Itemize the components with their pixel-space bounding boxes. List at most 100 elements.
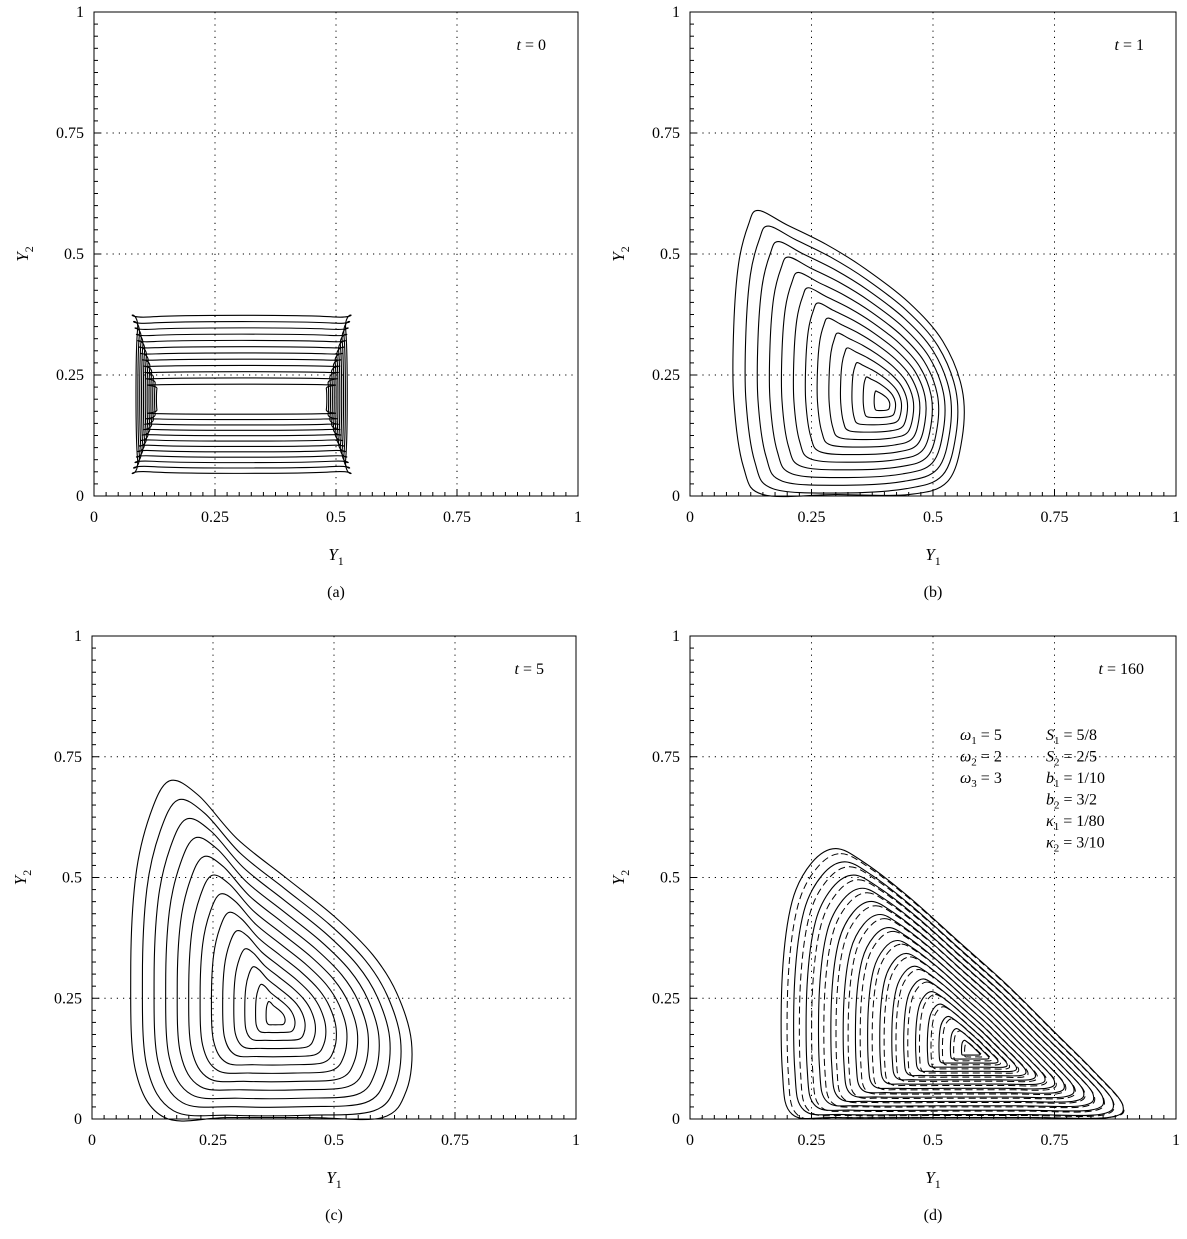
contour-line: [938, 1015, 999, 1064]
x-axis-label: Y1: [326, 1168, 341, 1191]
x-tick-label: 0.5: [923, 1132, 943, 1149]
x-tick-label: 0.5: [923, 509, 943, 526]
y-tick-label: 1: [672, 628, 680, 645]
contour-line: [133, 321, 351, 469]
contour-line: [744, 225, 959, 494]
chart-panel-a: 0 0.25 0.5 0.75 1 0 0.25 0.5 0.75 1 Y1 Y2 t = 0 (a): [13, 4, 582, 601]
plot-frame: [93, 11, 579, 497]
parameter-label: ω1 = 5: [960, 727, 1002, 747]
contour-line: [137, 339, 346, 453]
chart-panel-c: 0 0.25 0.5 0.75 1 0 0.25 0.5 0.75 1 Y1 Y2 t = 5 (c): [11, 628, 580, 1224]
y-tick-label: 1: [76, 4, 84, 21]
y-tick-label: 0: [74, 1111, 82, 1128]
y-tick-label: 1: [74, 628, 82, 645]
y-tick-label: 0.75: [652, 749, 680, 766]
x-tick-label: 0: [686, 1132, 694, 1149]
x-tick-label: 0.25: [199, 1132, 227, 1149]
y-tick-label: 0: [672, 1111, 680, 1128]
contour-line-dashed: [883, 956, 1048, 1087]
contour-line-dashed: [941, 1018, 1002, 1066]
contour-line: [867, 939, 1056, 1090]
contour-line-dashed: [798, 866, 1115, 1117]
contour-line: [862, 376, 897, 419]
contour-line: [768, 256, 946, 479]
contour-line: [134, 327, 349, 464]
y-tick-label: 0: [672, 488, 680, 505]
parameter-label: ω3 = 3: [960, 770, 1002, 790]
y-tick-label: 0.5: [660, 246, 680, 263]
parameter-label: S1 = 5/8: [1046, 727, 1097, 747]
contour-line-dashed: [835, 905, 1086, 1104]
x-tick-label: 0.75: [443, 509, 471, 526]
x-axis-label: Y1: [328, 545, 343, 568]
y-axis-label: Y2: [609, 870, 632, 885]
contour-line: [233, 948, 316, 1050]
parameter-label: κ1 = 1/80: [1046, 813, 1105, 833]
contour-line: [130, 779, 413, 1122]
x-axis-label: Y1: [925, 545, 940, 568]
y-tick-label: 0.25: [652, 990, 680, 1007]
parameter-label: b1 = 1/10: [1046, 770, 1105, 790]
panel-label: (c): [325, 1207, 343, 1224]
contour-line: [828, 332, 915, 441]
y-tick-label: 1: [672, 4, 680, 21]
y-axis-label: Y2: [11, 870, 34, 885]
y-tick-label: 0.75: [54, 749, 82, 766]
x-tick-label: 1: [572, 1132, 580, 1149]
parameter-label: b2 = 3/2: [1046, 792, 1097, 812]
y-tick-label: 0.75: [56, 125, 84, 142]
y-tick-label: 0.25: [652, 367, 680, 384]
contour-line: [141, 798, 402, 1117]
contour-line: [199, 893, 348, 1074]
contour-line-dashed: [953, 1030, 993, 1062]
y-tick-label: 0.5: [64, 246, 84, 263]
contour-line: [145, 377, 338, 421]
x-tick-label: 1: [1172, 1132, 1180, 1149]
contour-line: [188, 874, 359, 1083]
contour-line-dashed: [871, 943, 1057, 1091]
contour-line: [851, 361, 903, 426]
panel-label: (b): [924, 584, 943, 601]
x-tick-label: 0.75: [441, 1132, 469, 1149]
contour-line: [756, 241, 952, 486]
contour-line-dashed: [895, 969, 1038, 1083]
y-tick-label: 0: [76, 488, 84, 505]
contour-line: [792, 287, 933, 463]
y-axis-label: Y2: [609, 246, 632, 261]
y-tick-label: 0.5: [62, 870, 82, 887]
contour-line: [873, 390, 891, 412]
plot-frame: [91, 635, 577, 1120]
contour-line: [142, 364, 341, 431]
contour-line: [131, 314, 352, 475]
y-tick-label: 0.25: [56, 367, 84, 384]
contour-line: [135, 333, 348, 458]
x-tick-label: 0: [88, 1132, 96, 1149]
contour-line: [222, 929, 327, 1058]
parameter-label: ω2 = 2: [960, 749, 1002, 769]
y-tick-label: 0.75: [652, 125, 680, 142]
x-tick-label: 0.5: [326, 509, 346, 526]
parameter-label: κ2 = 3/10: [1046, 835, 1105, 855]
contour-line: [176, 855, 369, 1091]
contour-line-dashed: [823, 892, 1096, 1109]
contour-line: [140, 352, 343, 442]
contour-line-dashed: [964, 1041, 984, 1058]
chart-panel-b: 0 0.25 0.5 0.75 1 0 0.25 0.5 0.75 1 Y1 Y2 t = 1 (b): [609, 4, 1180, 601]
parameter-label: S2 = 2/5: [1046, 749, 1097, 769]
plot-frame: [689, 11, 1177, 497]
contour-line: [780, 271, 940, 471]
contour-line: [265, 1000, 286, 1026]
contour-line: [842, 913, 1075, 1099]
x-tick-label: 0.75: [1041, 509, 1069, 526]
x-tick-label: 0: [686, 509, 694, 526]
contour-line: [926, 1003, 1008, 1068]
x-tick-label: 0.25: [798, 509, 826, 526]
contour-line: [244, 966, 306, 1042]
time-annotation: t = 0: [517, 37, 546, 54]
contour-line: [153, 817, 391, 1108]
contour-line: [210, 911, 337, 1066]
contour-line: [138, 346, 345, 448]
contour-line-dashed: [847, 918, 1076, 1100]
contour-line-dashed: [930, 1006, 1011, 1070]
x-tick-label: 0.5: [324, 1132, 344, 1149]
